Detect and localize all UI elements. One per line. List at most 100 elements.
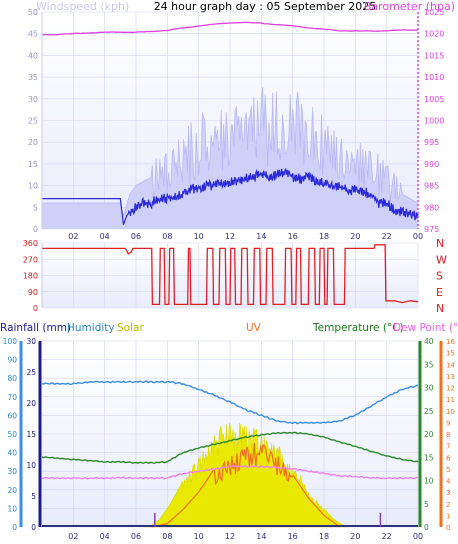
wind-baro-axes: 0510152025303540455097598098599099510001… (28, 8, 445, 241)
rainfall-tick-label: 10 (26, 461, 36, 470)
humidity-tick-label: 70 (7, 393, 17, 402)
barometer-tick-label: 1025 (424, 8, 444, 17)
temperature-tick-label: 15 (424, 453, 434, 462)
uv-tick-label: 10 (446, 408, 455, 416)
solar-series (143, 422, 348, 528)
windspeed-tick-label: 30 (28, 95, 38, 104)
uv-tick-label: 11 (446, 396, 455, 404)
uv-tick-label: 5 (446, 466, 450, 474)
windspeed-line (42, 168, 419, 225)
windspeed-tick-label: 5 (33, 203, 38, 212)
barometer-series (41, 21, 419, 36)
direction-tick-label: 180 (23, 272, 38, 281)
uv-series (151, 443, 341, 528)
uv-tick-label: 13 (446, 373, 455, 381)
humidity-tick-label: 0 (12, 523, 17, 532)
conditions-lines (41, 380, 419, 527)
uv-tick-label: 1 (446, 512, 450, 520)
gust-area (42, 87, 418, 229)
time-tick-label: 06 (131, 232, 141, 241)
time-tick-label: 20 (350, 532, 360, 541)
dewpoint-legend: Dew Point (°C) (393, 322, 458, 334)
windspeed-tick-label: 20 (28, 138, 38, 147)
barometer-tick-label: 1005 (424, 95, 444, 104)
time-tick-label: 14 (256, 532, 266, 541)
time-tick-label: 04 (100, 232, 110, 241)
direction-tick-label: 90 (28, 288, 38, 297)
chart-title: 24 hour graph day : 05 September 2025 (154, 0, 377, 13)
uv-tick-label: 8 (446, 431, 450, 439)
rainfall-tick-label: 0 (31, 523, 36, 532)
barometer-tick-label: 985 (424, 182, 439, 191)
uv-tick-label: 14 (446, 361, 455, 369)
solar-area (143, 422, 348, 528)
time-tick-label: 06 (131, 532, 141, 541)
barometer-tick-label: 1015 (424, 51, 444, 60)
windspeed-tick-label: 50 (28, 8, 38, 17)
time-tick-label: 16 (288, 532, 298, 541)
rainfall-tick-label: 30 (26, 337, 36, 346)
solar-legend: Solar (117, 322, 144, 334)
windspeed-tick-label: 35 (28, 73, 38, 82)
direction-tick-label: 0 (33, 304, 38, 313)
direction-tick-label: 270 (23, 255, 38, 264)
uv-tick-label: 9 (446, 419, 450, 427)
uv-tick-label: 6 (446, 454, 451, 462)
barometer-tick-label: 980 (424, 203, 439, 212)
temperature-tick-label: 35 (424, 360, 434, 369)
humidity-tick-label: 100 (3, 337, 18, 346)
temperature-legend: Temperature (°C) (312, 322, 404, 334)
compass-label: W (436, 253, 447, 266)
uv-tick-label: 12 (446, 385, 455, 393)
time-tick-label: 10 (194, 232, 204, 241)
compass-label: S (436, 270, 443, 283)
temperature-tick-label: 25 (424, 407, 434, 416)
rainfall-tick-label: 15 (26, 430, 36, 439)
time-tick-label: 00 (413, 232, 423, 241)
temperature-tick-label: 10 (424, 477, 434, 486)
humidity-tick-label: 50 (7, 430, 17, 439)
gust-series (42, 87, 419, 229)
rainfall-tick-label: 25 (26, 368, 36, 377)
conditions-axes: 0102030405060708090100051015202530051015… (3, 337, 456, 541)
windspeed-tick-label: 25 (28, 117, 38, 126)
windspeed-tick-label: 10 (28, 182, 38, 191)
rainfall-tick-label: 20 (26, 399, 36, 408)
temperature-tick-label: 40 (424, 337, 434, 346)
uv-tick-label: 7 (446, 443, 450, 451)
humidity-tick-label: 20 (7, 486, 17, 495)
time-tick-label: 22 (382, 232, 392, 241)
uv-legend: UV (246, 322, 262, 334)
humidity-line (41, 380, 419, 425)
time-tick-label: 10 (194, 532, 204, 541)
time-tick-label: 04 (100, 532, 110, 541)
barometer-line (41, 21, 419, 36)
humidity-tick-label: 30 (7, 467, 17, 476)
humidity-legend: Humidity (67, 322, 115, 334)
time-tick-label: 12 (225, 232, 235, 241)
barometer-tick-label: 1010 (424, 73, 444, 82)
time-tick-label: 16 (288, 232, 298, 241)
time-tick-label: 02 (68, 232, 78, 241)
windspeed-series (42, 168, 419, 225)
temperature-tick-label: 30 (424, 384, 434, 393)
time-tick-label: 08 (162, 532, 172, 541)
humidity-tick-label: 80 (7, 374, 17, 383)
uv-tick-label: 15 (446, 350, 455, 358)
time-tick-label: 14 (256, 232, 266, 241)
windspeed-tick-label: 40 (28, 51, 38, 60)
uv-tick-label: 3 (446, 489, 450, 497)
windspeed-tick-label: 0 (33, 225, 38, 234)
rainfall-tick-label: 5 (31, 492, 36, 501)
compass-label: E (436, 286, 443, 299)
humidity-tick-label: 40 (7, 449, 17, 458)
dewpoint-line (41, 465, 419, 480)
time-tick-label: 18 (319, 232, 329, 241)
temperature-tick-label: 0 (424, 523, 429, 532)
time-tick-label: 08 (162, 232, 172, 241)
barometer-tick-label: 975 (424, 225, 439, 234)
windspeed-tick-label: 15 (28, 160, 38, 169)
barometer-axis-label: Barometer (hpa) (364, 0, 455, 13)
